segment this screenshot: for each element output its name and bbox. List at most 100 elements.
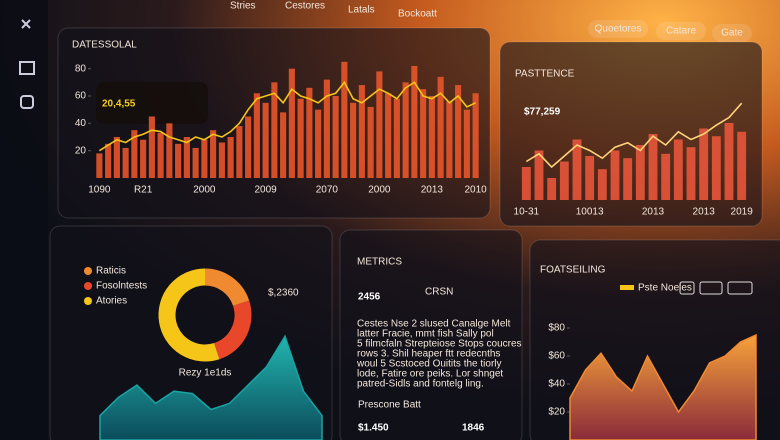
toggle-button[interactable] xyxy=(699,281,723,295)
big-value: $77,259 xyxy=(524,107,561,118)
bar xyxy=(428,96,435,178)
icon-camera[interactable] xyxy=(20,95,34,109)
bar xyxy=(597,169,607,200)
footer-label: Prescone Batt xyxy=(358,400,421,411)
donut-segment xyxy=(158,268,220,362)
panel-title: DATESSOLAL xyxy=(72,40,137,51)
y-tick-label: $80 xyxy=(548,323,565,334)
paragraph-line: patred-Sidls and fontelg ling. xyxy=(357,379,484,390)
sidebar xyxy=(0,0,48,440)
bar xyxy=(686,147,696,200)
x-tick-label: 2009 xyxy=(255,185,278,196)
bar xyxy=(341,61,348,179)
bar xyxy=(262,102,269,178)
panel-title: FOATSEILING xyxy=(540,265,606,276)
button-label[interactable]: Gate xyxy=(721,28,743,39)
bar xyxy=(227,137,234,178)
x-tick-label: 2013 xyxy=(421,185,444,196)
x-tick-label: 2010 xyxy=(465,185,488,196)
button-label[interactable]: Catare xyxy=(666,26,696,37)
nav-item[interactable]: Stries xyxy=(230,1,256,12)
bar xyxy=(105,143,112,178)
bar xyxy=(635,145,645,200)
paragraph-line: latter Fracie, mmt fish Sally pol xyxy=(357,329,494,340)
bar xyxy=(166,123,173,178)
bar xyxy=(402,82,409,178)
big-value: 20,4,55 xyxy=(102,99,136,110)
header-button[interactable] xyxy=(656,22,706,40)
bar xyxy=(306,87,313,178)
area xyxy=(99,334,323,440)
panel-title: METRICS xyxy=(357,257,402,268)
nav-item[interactable]: Cestores xyxy=(285,1,325,12)
bar xyxy=(699,128,709,200)
y-tick-label: $20 xyxy=(548,407,565,418)
trend-line xyxy=(98,80,476,152)
button-label[interactable]: Quoetores xyxy=(595,24,642,35)
area xyxy=(569,333,757,440)
legend-swatch xyxy=(620,285,634,290)
bar xyxy=(157,132,164,178)
x-tick-label: 1090 xyxy=(88,185,111,196)
bar xyxy=(140,139,147,178)
y-tick-label: 40 xyxy=(75,118,87,129)
value-note: CRSN xyxy=(425,287,453,298)
bar xyxy=(673,139,683,200)
donut-segment xyxy=(213,300,252,360)
bar xyxy=(288,68,295,178)
icon-close[interactable] xyxy=(21,19,31,29)
bar xyxy=(367,106,374,178)
x-tick-label: R21 xyxy=(134,185,153,196)
bar xyxy=(192,147,199,178)
legend-swatch xyxy=(84,267,92,275)
x-tick-label: 10013 xyxy=(576,207,604,218)
x-tick-label: 2000 xyxy=(368,185,391,196)
y-tick-label: 60 xyxy=(75,91,87,102)
bar xyxy=(131,130,138,178)
bar xyxy=(521,167,531,200)
paragraph-line: 5 filmcfaln Strepteiose Stops coucres xyxy=(357,339,522,350)
header-button[interactable] xyxy=(712,24,752,42)
bar xyxy=(623,158,633,200)
paragraph-line: rows 3. Shil heaper ftt redecnths xyxy=(357,349,500,360)
bar xyxy=(271,82,278,178)
panel-title: PASTTENCE xyxy=(515,69,575,80)
bar xyxy=(572,139,582,200)
panel xyxy=(339,229,523,440)
y-tick-label: 20 xyxy=(75,145,87,156)
y-tick-label: 80 xyxy=(75,63,87,74)
nav-item[interactable]: Latals xyxy=(348,5,375,16)
bar xyxy=(236,126,243,178)
footer-value: 1846 xyxy=(462,423,485,434)
nav-item[interactable]: Bockoatt xyxy=(398,9,437,20)
toggle-button[interactable] xyxy=(679,281,695,295)
bar xyxy=(547,178,557,200)
bar xyxy=(350,102,357,178)
annotation: $,2360 xyxy=(268,288,299,299)
x-tick-label: 10-31 xyxy=(514,207,540,218)
bar xyxy=(183,137,190,178)
bar xyxy=(455,85,462,178)
trend-line xyxy=(525,102,743,169)
header-button[interactable] xyxy=(588,20,648,38)
bar xyxy=(210,130,217,178)
bar xyxy=(420,89,427,178)
bar xyxy=(323,79,330,178)
bar xyxy=(358,85,365,178)
icon-grid[interactable] xyxy=(19,61,35,75)
annotation: Rezy 1e1ds xyxy=(179,368,232,379)
bar xyxy=(201,139,208,178)
bar xyxy=(559,161,569,200)
bar xyxy=(711,136,721,200)
bar xyxy=(437,76,444,178)
legend-label: Pste Noeles xyxy=(638,283,692,294)
toggle-button[interactable] xyxy=(727,281,753,295)
bar xyxy=(122,147,129,178)
legend-label: Fosolntests xyxy=(96,281,147,292)
bar xyxy=(113,137,120,178)
bar xyxy=(446,101,453,178)
x-tick-label: 2013 xyxy=(642,207,665,218)
footer-value: $1.450 xyxy=(358,423,389,434)
bar xyxy=(218,142,225,178)
